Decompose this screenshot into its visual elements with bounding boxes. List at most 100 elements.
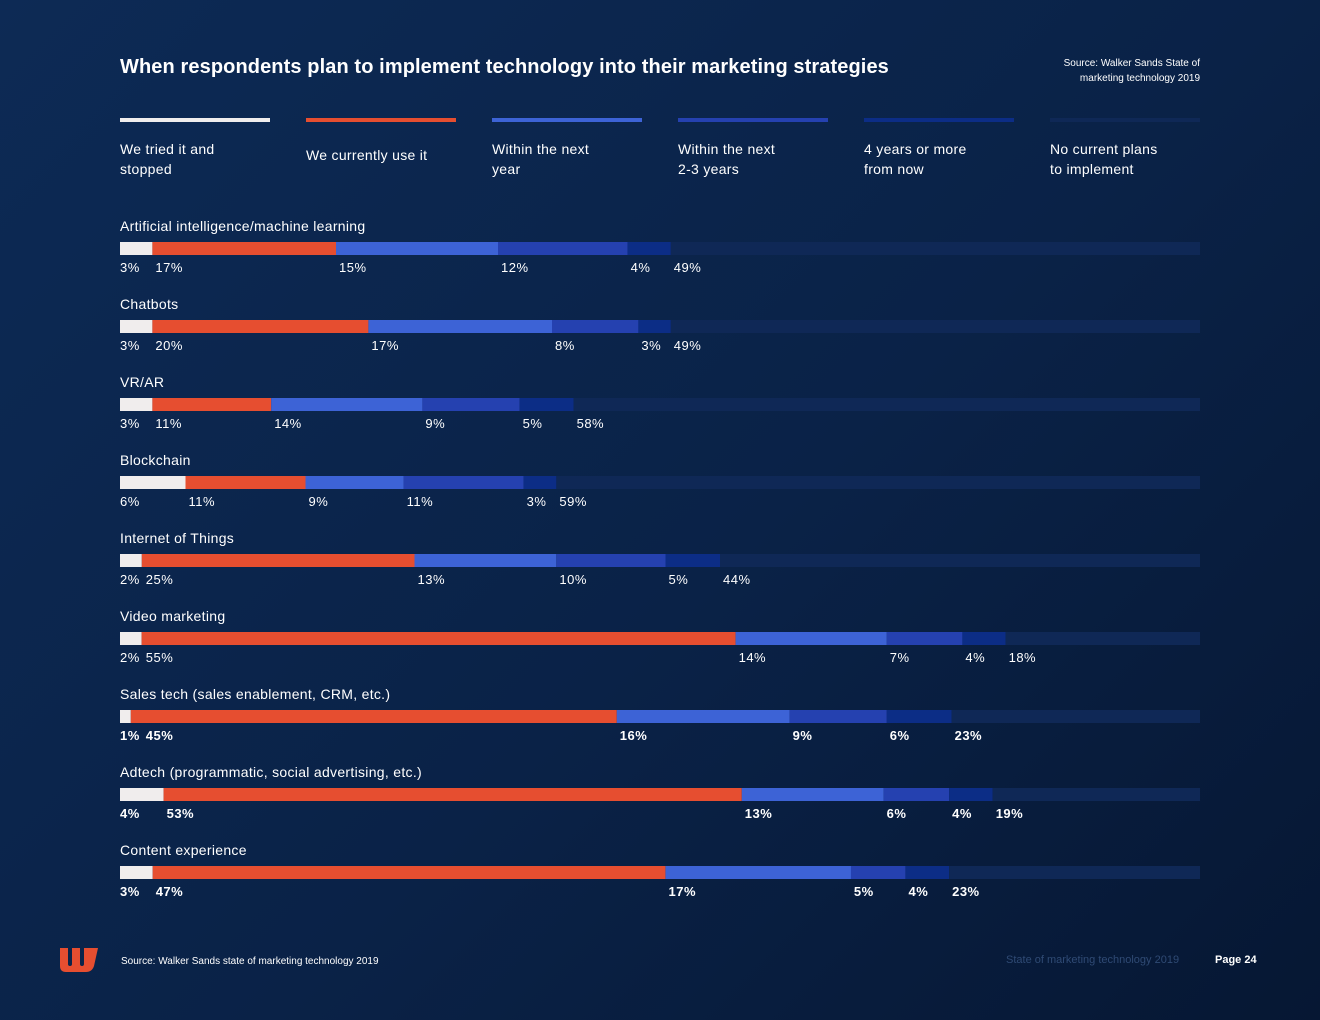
- page-number: Page 24: [1215, 954, 1257, 966]
- bar-segment: [120, 554, 142, 567]
- bar-segment: [556, 476, 1200, 489]
- legend-label-line: year: [492, 161, 521, 177]
- data-label: 12%: [501, 260, 529, 275]
- legend: We tried it and stopped We currently use i…: [120, 118, 1200, 188]
- bar-segment: [616, 710, 790, 723]
- data-label: 17%: [668, 884, 697, 899]
- data-label: 5%: [853, 884, 874, 899]
- data-label: 11%: [188, 494, 216, 509]
- bar-segment: [120, 242, 153, 255]
- data-label: 23%: [954, 728, 983, 743]
- data-label: 4%: [908, 884, 929, 899]
- legend-label: Within the next 2-3 years: [678, 139, 828, 179]
- bar-segment: [720, 554, 1200, 567]
- legend-swatch: [492, 118, 642, 122]
- bar-segment: [670, 242, 1200, 255]
- category-label: Internet of Things: [120, 530, 235, 546]
- data-label: 4%: [965, 650, 986, 665]
- data-label: 18%: [1008, 650, 1037, 665]
- data-label: 3%: [526, 494, 547, 509]
- bar-segment: [368, 320, 552, 333]
- legend-label-line: from now: [864, 161, 924, 177]
- bar-segment: [336, 242, 498, 255]
- bar-segment: [141, 554, 415, 567]
- bar-segment: [498, 242, 628, 255]
- data-label: 7%: [889, 650, 910, 665]
- bar-segment: [883, 788, 950, 801]
- legend-label: 4 years or more from now: [864, 139, 1014, 179]
- bar-segment: [552, 320, 639, 333]
- legend-label: Within the next year: [492, 139, 642, 179]
- data-label: 49%: [673, 338, 702, 353]
- data-label: 59%: [559, 494, 587, 509]
- data-label: 11%: [155, 416, 182, 431]
- category-label: Artificial intelligence/machine learning: [120, 218, 366, 234]
- category-label: Sales tech (sales enablement, CRM, etc.): [120, 686, 391, 702]
- legend-label-line: We tried it and: [120, 141, 215, 157]
- data-label: 13%: [744, 806, 773, 821]
- bar-segment: [789, 710, 887, 723]
- bar-segment: [152, 242, 336, 255]
- legend-label-line: No current plans: [1050, 141, 1158, 157]
- bar-segment: [305, 476, 404, 489]
- data-label: 3%: [120, 416, 140, 431]
- legend-label-line: stopped: [120, 161, 172, 177]
- bar-segment: [627, 242, 671, 255]
- legend-item: We currently use it: [306, 118, 456, 165]
- data-label: 53%: [166, 806, 195, 821]
- bar-segment: [735, 632, 887, 645]
- bar-segment: [152, 866, 666, 879]
- bar-segment: [130, 710, 617, 723]
- data-label: 3%: [641, 338, 662, 353]
- legend-label-line: Within the next: [492, 141, 590, 157]
- legend-swatch: [120, 118, 270, 122]
- data-label: 15%: [339, 260, 367, 275]
- bar-segment: [120, 710, 131, 723]
- data-label: 6%: [120, 494, 140, 509]
- legend-swatch: [864, 118, 1014, 122]
- data-label: 14%: [274, 416, 302, 431]
- bar-segment: [414, 554, 557, 567]
- data-label: 6%: [886, 806, 907, 821]
- legend-label-line: Within the next: [678, 141, 776, 157]
- bar-segment: [670, 320, 1200, 333]
- legend-label-line: 2-3 years: [678, 161, 740, 177]
- bar-segment: [665, 554, 720, 567]
- data-label: 3%: [120, 338, 140, 353]
- data-label: 3%: [120, 884, 140, 899]
- data-label: 8%: [555, 338, 575, 353]
- legend-swatch: [306, 118, 456, 122]
- data-label: 20%: [155, 338, 183, 353]
- bar-segment: [523, 476, 557, 489]
- legend-item: 4 years or more from now: [864, 118, 1014, 179]
- data-label: 9%: [792, 728, 813, 743]
- bar-segment: [422, 398, 520, 411]
- bar-segment: [1005, 632, 1200, 645]
- bar-segment: [120, 632, 142, 645]
- data-label: 11%: [406, 494, 434, 509]
- legend-label: No current plans to implement: [1050, 139, 1200, 179]
- legend-label: We currently use it: [306, 145, 456, 165]
- data-label: 25%: [145, 572, 174, 587]
- data-label: 55%: [145, 650, 174, 665]
- category-label: Content experience: [120, 842, 247, 858]
- bar-segment: [638, 320, 671, 333]
- chart-title: When respondents plan to implement techn…: [120, 56, 889, 78]
- bar-segment: [141, 632, 736, 645]
- data-label: 5%: [522, 416, 543, 431]
- source-note-top: Source: Walker Sands State of marketing …: [1020, 56, 1200, 86]
- bar-segment: [886, 710, 952, 723]
- data-label: 17%: [155, 260, 183, 275]
- bar-segment: [850, 866, 906, 879]
- legend-swatch: [678, 118, 828, 122]
- data-label: 10%: [559, 572, 587, 587]
- bar-segment: [665, 866, 851, 879]
- bar-segment: [120, 866, 153, 879]
- category-label: VR/AR: [120, 374, 165, 390]
- bar-segment: [120, 320, 153, 333]
- bar-segment: [152, 320, 369, 333]
- data-label: 16%: [619, 728, 648, 743]
- data-label: 1%: [120, 728, 140, 743]
- bar-segment: [120, 788, 164, 801]
